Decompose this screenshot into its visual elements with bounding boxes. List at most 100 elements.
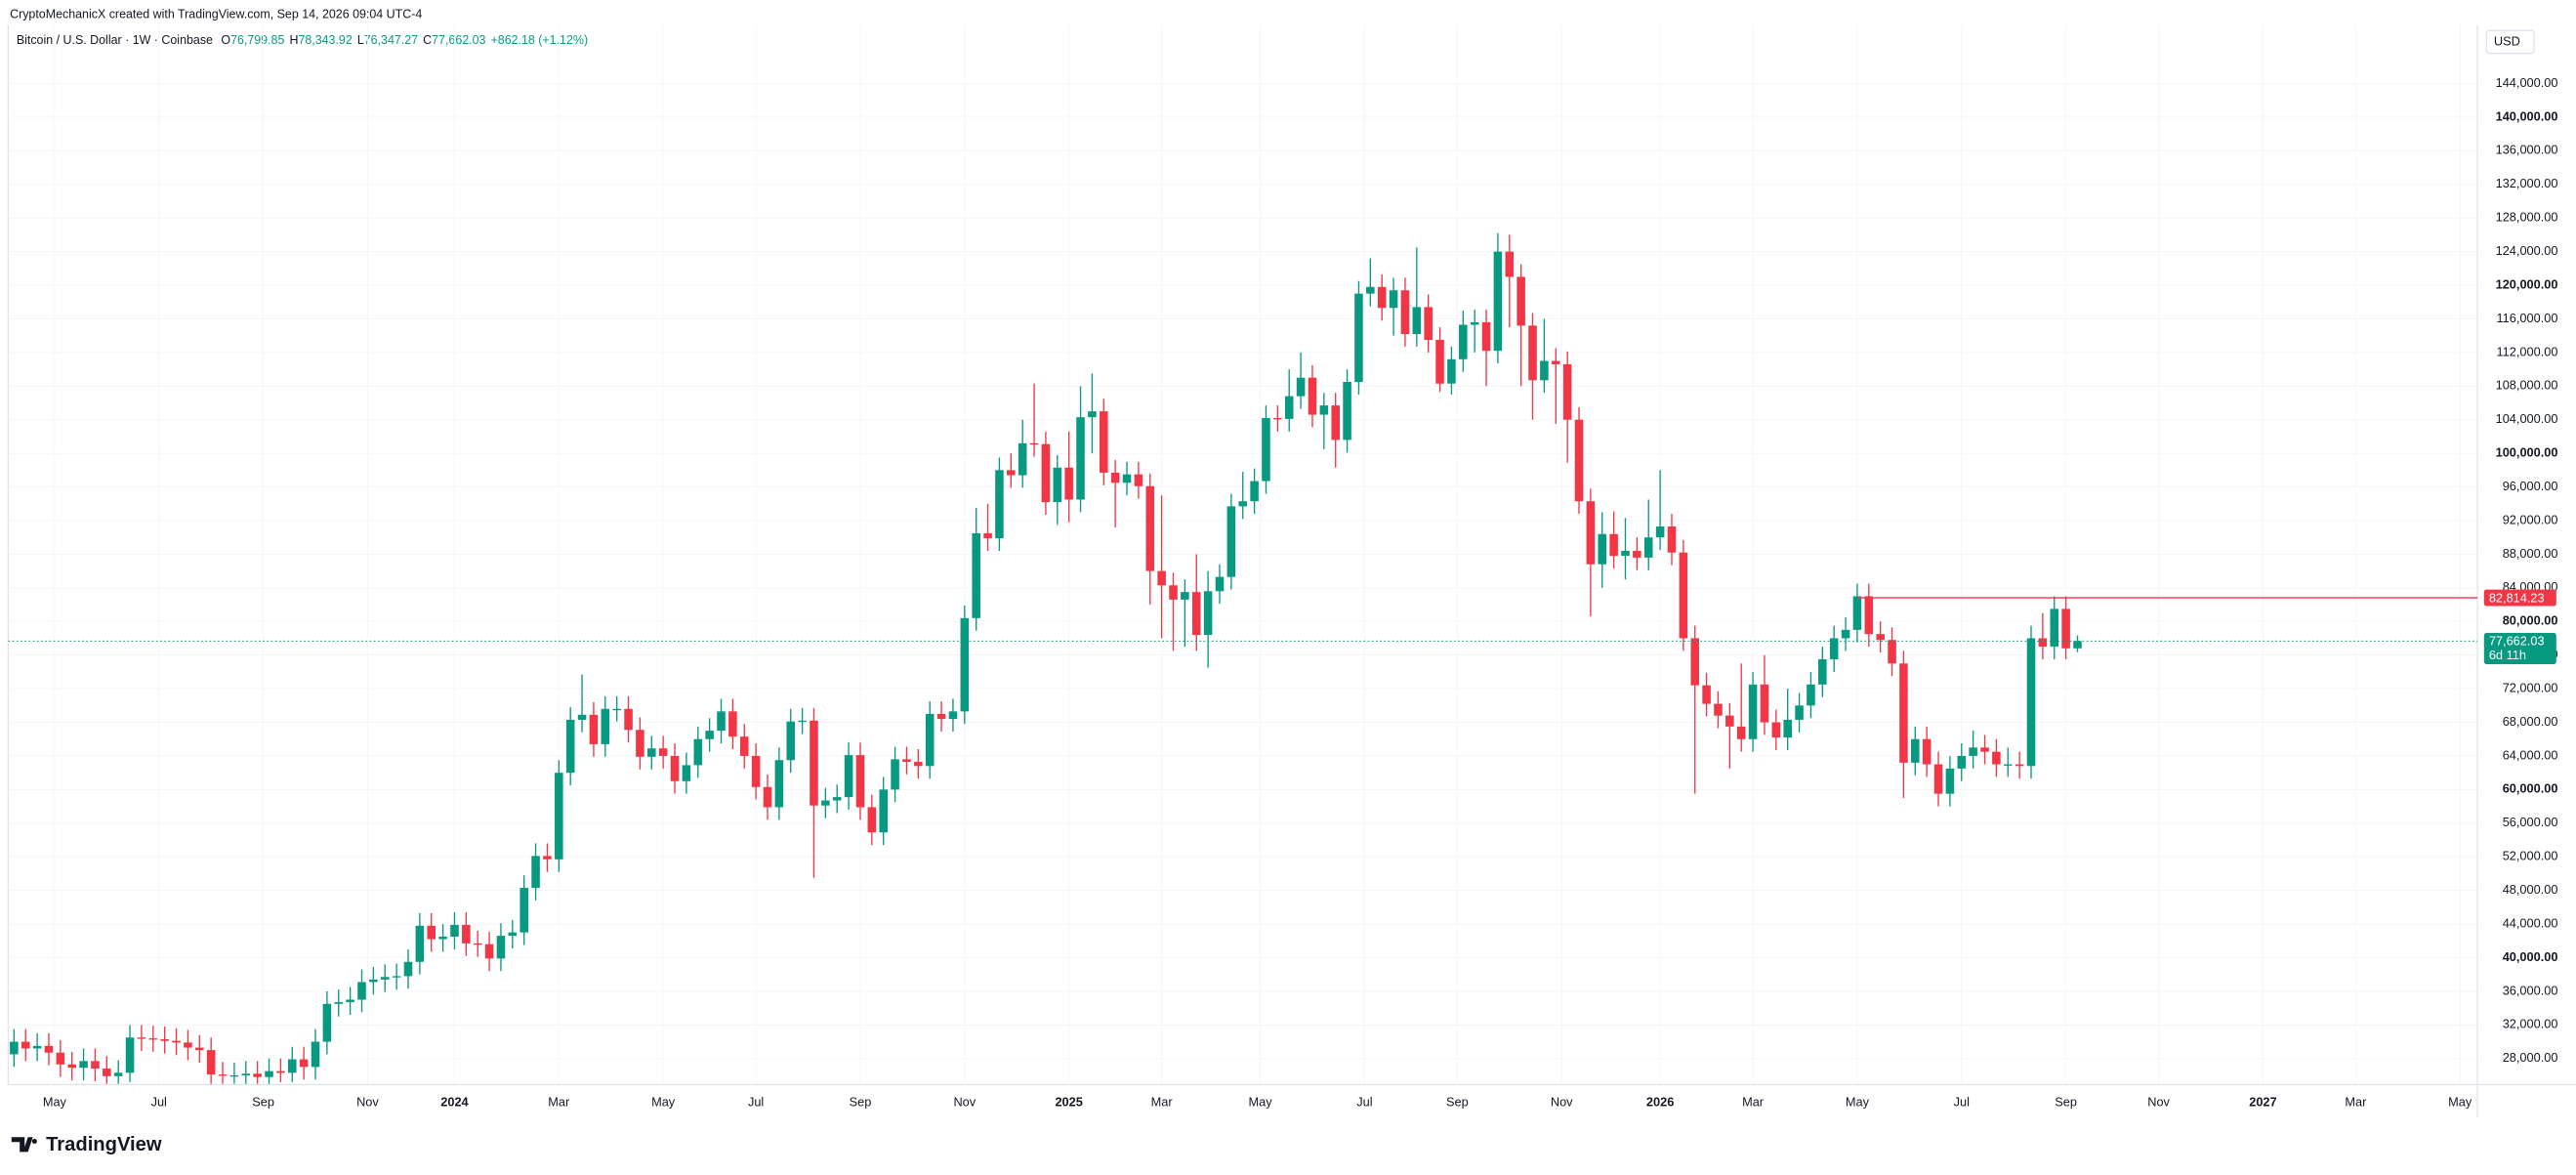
candle-body bbox=[1018, 442, 1027, 476]
candle-body bbox=[311, 1041, 320, 1068]
y-tick-label: 124,000.00 bbox=[2496, 243, 2558, 258]
candle-body bbox=[995, 470, 1004, 539]
candle-body bbox=[1667, 526, 1677, 553]
candle-body bbox=[647, 748, 656, 757]
candle-body bbox=[148, 1038, 158, 1040]
candle-body bbox=[2015, 764, 2024, 767]
candle-body bbox=[1435, 339, 1444, 384]
candle-body bbox=[867, 807, 877, 833]
ohlc-value: 76,799.85 bbox=[230, 33, 284, 47]
x-tick-label: Jul bbox=[1954, 1094, 1970, 1109]
candle-body bbox=[1702, 685, 1711, 704]
y-tick-label: 44,000.00 bbox=[2503, 915, 2558, 930]
candle-body bbox=[1980, 747, 1989, 752]
x-tick-label: Mar bbox=[2345, 1094, 2367, 1109]
candle-body bbox=[1238, 501, 1248, 507]
currency[interactable]: USD bbox=[2494, 33, 2520, 48]
candle-body bbox=[1841, 629, 1850, 639]
candle-body bbox=[914, 761, 923, 767]
x-tick-label: 2026 bbox=[1646, 1094, 1674, 1109]
candle-body bbox=[1181, 592, 1189, 600]
candle-body bbox=[555, 773, 563, 860]
candle-body bbox=[438, 936, 447, 940]
candle-body bbox=[1493, 251, 1503, 352]
candle-body bbox=[299, 1059, 309, 1068]
ohlc-key: C bbox=[423, 33, 432, 47]
candle-body bbox=[658, 748, 668, 756]
ohlc-key: H bbox=[289, 33, 298, 47]
candle-body bbox=[705, 731, 714, 739]
candle-body bbox=[1864, 596, 1874, 635]
candle-body bbox=[172, 1040, 181, 1043]
candle-body bbox=[1818, 658, 1827, 685]
candle-body bbox=[1957, 755, 1967, 769]
candle-body bbox=[948, 711, 958, 720]
x-tick-label: Mar bbox=[1742, 1094, 1765, 1109]
plot-area bbox=[8, 24, 2478, 1085]
candle-body bbox=[821, 800, 830, 806]
candle-body bbox=[1215, 576, 1225, 592]
y-tick-label: 64,000.00 bbox=[2503, 747, 2558, 762]
candle-body bbox=[1505, 251, 1515, 277]
candle-body bbox=[1829, 638, 1839, 659]
y-tick-label: 40,000.00 bbox=[2503, 949, 2558, 964]
y-tick-label: 136,000.00 bbox=[2496, 143, 2558, 157]
candle-body bbox=[380, 977, 390, 980]
level-label-box bbox=[2483, 589, 2556, 607]
candle-body bbox=[265, 1070, 273, 1077]
candle-body bbox=[1331, 405, 1340, 441]
y-tick-label: 48,000.00 bbox=[2503, 882, 2558, 897]
logo-mark bbox=[11, 1137, 37, 1153]
candle-body bbox=[1783, 719, 1792, 738]
candle-body bbox=[682, 765, 691, 781]
candle-body bbox=[960, 617, 970, 712]
candle-body bbox=[229, 1074, 239, 1077]
candle-body bbox=[1643, 537, 1653, 558]
countdown: 6d 11h bbox=[2489, 648, 2526, 662]
candle-body bbox=[1969, 747, 1977, 756]
x-tick-label: Jul bbox=[748, 1094, 764, 1109]
candle-body bbox=[1088, 411, 1097, 418]
candle-body bbox=[450, 924, 459, 937]
candle-body bbox=[427, 925, 436, 940]
ohlc-key: L bbox=[357, 33, 364, 47]
x-tick-label: Sep bbox=[2055, 1094, 2077, 1109]
y-tick-label: 120,000.00 bbox=[2496, 276, 2558, 291]
candle-body bbox=[1389, 290, 1398, 309]
candle-body bbox=[1412, 307, 1422, 334]
candle-body bbox=[137, 1037, 146, 1039]
y-tick-label: 28,000.00 bbox=[2503, 1050, 2558, 1065]
y-tick-label: 88,000.00 bbox=[2503, 546, 2558, 561]
y-tick-label: 52,000.00 bbox=[2503, 849, 2558, 863]
candle-body bbox=[1598, 533, 1607, 565]
y-tick-label: 144,000.00 bbox=[2496, 75, 2558, 90]
candle-body bbox=[589, 714, 599, 744]
candle-body bbox=[160, 1038, 169, 1041]
candle-body bbox=[855, 755, 865, 808]
candle-body bbox=[936, 713, 946, 720]
candle-body bbox=[670, 755, 680, 781]
y-tick-label: 92,000.00 bbox=[2503, 512, 2558, 526]
y-tick-label: 112,000.00 bbox=[2497, 344, 2558, 358]
candle-body bbox=[891, 759, 899, 790]
y-tick-label: 96,000.00 bbox=[2503, 479, 2558, 493]
candle-body bbox=[1250, 481, 1259, 502]
candle-body bbox=[1933, 764, 1943, 794]
candle-body bbox=[287, 1059, 297, 1073]
candle-body bbox=[577, 714, 587, 720]
candle-body bbox=[1366, 286, 1375, 294]
candle-body bbox=[1029, 442, 1039, 445]
candle-body bbox=[1145, 485, 1155, 571]
y-tick-label: 116,000.00 bbox=[2497, 311, 2558, 325]
candle-body bbox=[1191, 592, 1201, 636]
candle-body bbox=[2061, 608, 2070, 649]
candle-body bbox=[1203, 591, 1213, 636]
change: +862.18 (+1.12%) bbox=[491, 33, 589, 47]
y-tick-label: 132,000.00 bbox=[2496, 176, 2558, 190]
y-tick-label: 108,000.00 bbox=[2496, 378, 2558, 393]
candle-body bbox=[717, 711, 726, 732]
currency-button[interactable] bbox=[2485, 29, 2535, 55]
candle-body bbox=[21, 1041, 30, 1049]
y-tick-label: 100,000.00 bbox=[2496, 445, 2558, 460]
y-tick-label: 80,000.00 bbox=[2503, 613, 2558, 628]
